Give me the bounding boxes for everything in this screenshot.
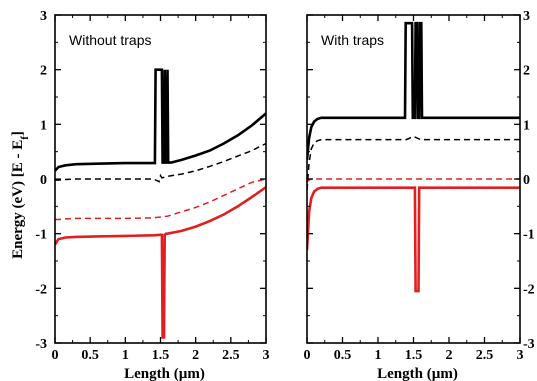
x-tick-label: 3 bbox=[517, 348, 524, 363]
y-tick-label: 0 bbox=[523, 173, 530, 188]
panel-title: Without traps bbox=[69, 32, 151, 48]
series-line-2 bbox=[55, 178, 266, 221]
y-tick-label: 0 bbox=[40, 173, 47, 188]
x-tick-label: 2 bbox=[446, 348, 453, 363]
series-group bbox=[55, 68, 266, 339]
series-line-1 bbox=[55, 142, 266, 183]
x-tick-label: 2.5 bbox=[222, 348, 240, 363]
x-axis-label: Length (µm) bbox=[377, 366, 458, 381]
y-tick-label: -2 bbox=[523, 282, 535, 297]
x-axis-label: Length (µm) bbox=[124, 366, 205, 381]
x-tick-label: 1 bbox=[122, 348, 129, 363]
x-tick-label: 1.5 bbox=[152, 348, 170, 363]
y-tick-label: 1 bbox=[40, 118, 47, 133]
y-tick-label: -1 bbox=[35, 228, 47, 243]
y-tick-label: 3 bbox=[40, 9, 47, 24]
panel-title: With traps bbox=[321, 32, 384, 48]
x-tick-label: 3 bbox=[263, 348, 270, 363]
y-tick-label: -2 bbox=[35, 282, 47, 297]
y-tick-label: 1 bbox=[523, 118, 530, 133]
series-line-2 bbox=[307, 178, 520, 183]
x-tick-label: 2 bbox=[192, 348, 199, 363]
series-line-0 bbox=[55, 68, 266, 172]
series-line-3 bbox=[55, 186, 266, 339]
x-tick-label: 0.5 bbox=[334, 348, 352, 363]
x-tick-label: 2.5 bbox=[476, 348, 494, 363]
svg-text:Energy (eV) [E - Ef]: Energy (eV) [E - Ef] bbox=[10, 131, 31, 259]
y-axis-label-main: Energy (eV) [E - E bbox=[10, 140, 26, 259]
x-tick-label: 0.5 bbox=[81, 348, 99, 363]
x-tick-label: 0 bbox=[304, 348, 311, 363]
x-tick-label: 1.5 bbox=[405, 348, 423, 363]
y-axis-label-subscript: f bbox=[19, 136, 31, 140]
x-tick-label: 1 bbox=[375, 348, 382, 363]
y-tick-label: 2 bbox=[40, 64, 47, 79]
panel-with-traps: 0 0.5 1 1.5 2 2.5 3 3 2 1 0 -1 -2 -3 With traps Length … bbox=[304, 9, 535, 381]
y-axis-label: Energy (eV) [E - Ef] bbox=[10, 131, 31, 259]
y-tick-label: -3 bbox=[35, 337, 47, 352]
y-tick-label: -1 bbox=[523, 228, 535, 243]
y-tick-label: 2 bbox=[523, 64, 530, 79]
y-tick-label: 3 bbox=[523, 9, 530, 24]
y-axis-label-bracket: ] bbox=[10, 131, 26, 136]
series-line-1 bbox=[307, 135, 520, 190]
x-tick-label: 0 bbox=[52, 348, 59, 363]
series-line-0 bbox=[307, 21, 520, 161]
y-tick-label: -3 bbox=[523, 337, 535, 352]
series-line-3 bbox=[307, 186, 520, 293]
series-group bbox=[307, 21, 520, 293]
panel-without-traps: 0 0.5 1 1.5 2 2.5 3 3 2 1 0 -1 -2 -3 Without traps Leng… bbox=[35, 9, 269, 381]
